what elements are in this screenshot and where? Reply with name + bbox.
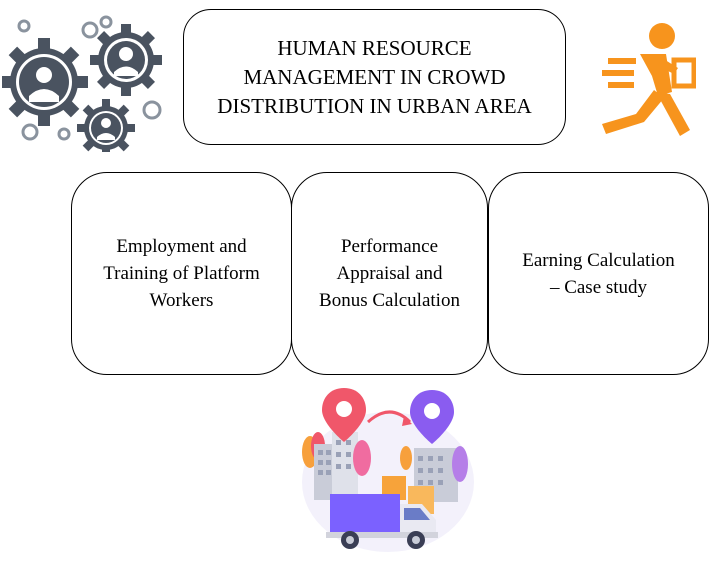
topic-label: Earning Calculation – Case study [522, 249, 675, 298]
topic-label: Employment and Training of Platform Work… [103, 236, 260, 311]
topic-label: Performance Appraisal and Bonus Calculat… [319, 236, 460, 311]
title-box: HUMAN RESOURCE MANAGEMENT IN CROWD DISTR… [183, 9, 566, 145]
courier-running-icon [600, 22, 697, 144]
topic-box-employment-training: Employment and Training of Platform Work… [71, 172, 292, 375]
topic-box-earning-calculation: Earning Calculation – Case study [488, 172, 709, 375]
people-gears-icon [0, 10, 172, 157]
city-delivery-illustration [296, 386, 478, 558]
diagram-title: HUMAN RESOURCE MANAGEMENT IN CROWD DISTR… [217, 35, 532, 118]
topic-box-performance-appraisal: Performance Appraisal and Bonus Calculat… [291, 172, 488, 375]
